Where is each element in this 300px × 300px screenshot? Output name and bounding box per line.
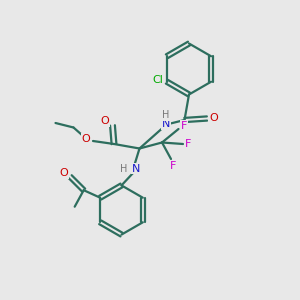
Text: N: N	[162, 119, 170, 130]
Text: F: F	[170, 160, 177, 171]
Text: Cl: Cl	[152, 75, 164, 85]
Text: O: O	[100, 116, 109, 126]
Text: O: O	[59, 168, 68, 178]
Text: H: H	[120, 164, 128, 174]
Text: O: O	[209, 113, 218, 124]
Text: O: O	[82, 134, 91, 144]
Text: F: F	[181, 121, 187, 131]
Text: H: H	[162, 110, 169, 120]
Text: N: N	[132, 164, 140, 174]
Text: F: F	[185, 139, 192, 149]
